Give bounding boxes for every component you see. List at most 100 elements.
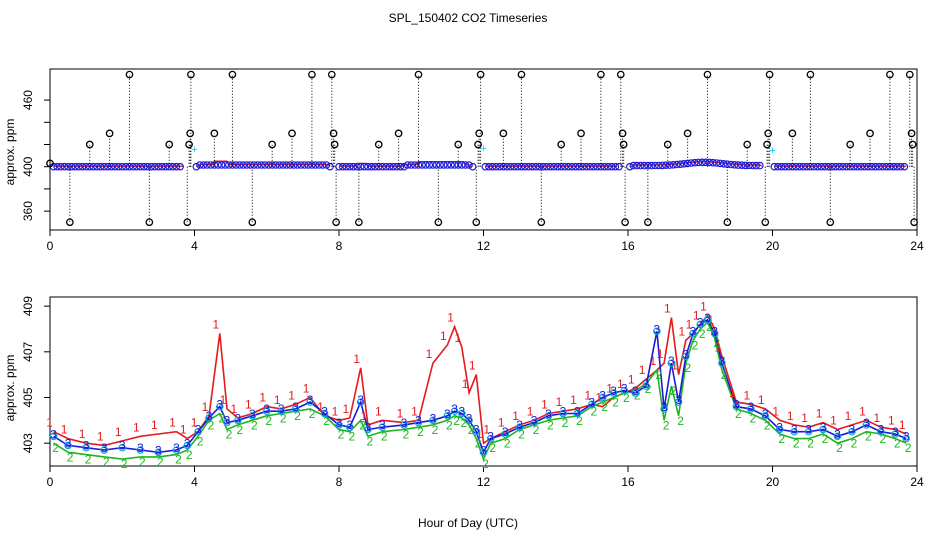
top-baseline-point xyxy=(875,162,883,171)
top-baseline-point xyxy=(382,162,390,171)
bottom-y-axis-label: approx. ppm xyxy=(3,355,17,422)
top-baseline-point xyxy=(349,162,358,171)
top-spike-point xyxy=(826,218,835,227)
top-baseline-point xyxy=(698,158,706,167)
bottom-series-3-circle xyxy=(833,432,842,441)
bottom-series-3-label: 3 xyxy=(224,414,231,428)
top-baseline-point xyxy=(727,160,735,169)
top-spike-point xyxy=(85,140,94,149)
top-baseline-point xyxy=(364,162,372,171)
bottom-series-3-circle xyxy=(248,411,257,420)
top-baseline-point xyxy=(871,162,880,171)
top-baseline-point xyxy=(853,162,862,171)
bottom-series-2-label: 2 xyxy=(367,434,374,448)
top-baseline-point xyxy=(654,161,663,170)
bottom-series-1-label: 1 xyxy=(46,416,53,430)
top-baseline-point xyxy=(425,161,434,169)
top-baseline-point xyxy=(300,161,309,169)
bottom-series-3-label: 3 xyxy=(599,388,606,402)
bottom-series-2-label: 2 xyxy=(699,327,706,341)
bottom-series-3-label: 3 xyxy=(473,423,480,437)
bottom-series-3-label: 3 xyxy=(307,393,314,407)
bottom-series-3-label: 3 xyxy=(690,325,697,339)
top-baseline-point xyxy=(716,159,724,168)
bottom-series-3-circle xyxy=(64,441,72,450)
chart-title: SPL_150402 CO2 Timeseries xyxy=(389,11,548,25)
top-baseline-point xyxy=(118,162,127,171)
top-baseline-point xyxy=(524,162,533,171)
bottom-series-1-label: 1 xyxy=(512,409,519,423)
bottom-series-3-label: 3 xyxy=(675,393,682,407)
top-baseline-point xyxy=(813,162,822,171)
bottom-series-3-label: 3 xyxy=(278,402,285,416)
bottom-series-2-label: 2 xyxy=(735,407,742,421)
top-baseline-point xyxy=(586,162,594,171)
top-baseline-point xyxy=(488,162,497,171)
top-baseline-point xyxy=(228,161,237,169)
bottom-series-1-label: 1 xyxy=(462,377,469,391)
top-x-tick-label: 0 xyxy=(47,239,54,253)
bottom-series-3-circle xyxy=(306,398,314,406)
top-baseline-point xyxy=(279,161,287,169)
bottom-series-3-circle xyxy=(653,327,661,336)
bottom-series-1-label: 1 xyxy=(375,404,382,418)
top-baseline-point xyxy=(443,161,452,169)
bottom-series-2-label: 2 xyxy=(417,425,424,439)
top-baseline-point xyxy=(461,161,470,169)
top-x-tick-label: 8 xyxy=(336,239,343,253)
top-baseline-point xyxy=(232,161,240,169)
bottom-series-3-label: 3 xyxy=(661,400,668,414)
top-baseline-point xyxy=(308,161,316,169)
top-cyan-marker: + xyxy=(191,144,197,156)
bottom-series-3-label: 3 xyxy=(137,441,144,455)
bottom-series-3-circle xyxy=(660,405,668,413)
bottom-series-3-label: 3 xyxy=(216,398,223,412)
bottom-series-2-label: 2 xyxy=(103,455,110,469)
top-baseline-point xyxy=(604,162,612,171)
bottom-series-1-label: 1 xyxy=(527,404,534,418)
top-baseline-point xyxy=(831,162,840,171)
top-baseline-point xyxy=(839,162,847,171)
top-baseline-point xyxy=(104,162,112,171)
top-spike-point xyxy=(537,218,546,227)
bottom-series-1-label: 1 xyxy=(97,429,104,443)
bottom-series-1-label: 1 xyxy=(151,418,158,432)
bottom-series-3-circle xyxy=(465,416,473,425)
top-spike-point xyxy=(248,218,257,227)
bottom-series-1-label: 1 xyxy=(758,393,765,407)
top-baseline-point xyxy=(542,162,551,171)
top-spike-point xyxy=(329,129,338,138)
top-baseline-point xyxy=(550,162,558,171)
bottom-series-2-label: 2 xyxy=(338,427,345,441)
top-panel: approx. ppm 0 4 8 12 16 20 24 360 400 460 + + + xyxy=(3,68,924,253)
top-baseline-point xyxy=(250,161,258,169)
bottom-series-2-label: 2 xyxy=(663,418,670,432)
top-baseline-point xyxy=(221,161,230,169)
bottom-series-3-circle xyxy=(588,400,596,409)
top-baseline-point xyxy=(719,160,728,168)
bottom-series-3-circle xyxy=(573,409,582,418)
top-baseline-point xyxy=(857,162,865,171)
top-baseline-point xyxy=(795,162,804,171)
top-spike-point xyxy=(616,70,625,79)
top-baseline-point xyxy=(93,162,101,171)
bottom-series-3-label: 3 xyxy=(516,418,523,432)
x-axis-label: Hour of Day (UTC) xyxy=(418,516,518,530)
bottom-series-3-circle xyxy=(891,430,900,438)
bottom-series-3-circle xyxy=(598,393,607,402)
bottom-y-tick-label: 403 xyxy=(21,433,35,453)
bottom-series-2-label: 2 xyxy=(226,427,233,441)
bottom-series-3-circle xyxy=(136,446,145,454)
bottom-series-3-label: 3 xyxy=(184,436,191,450)
bottom-series-3-circle xyxy=(356,398,365,406)
bottom-series-3-circle xyxy=(689,329,697,338)
bottom-series-1-label: 1 xyxy=(787,409,794,423)
bottom-series-1-label: 1 xyxy=(353,352,360,366)
bottom-series-3-circle xyxy=(544,411,553,420)
top-baseline-point xyxy=(253,161,262,169)
top-baseline-point xyxy=(756,161,764,170)
bottom-series-1-label: 1 xyxy=(585,388,592,402)
top-spike-point xyxy=(866,129,874,138)
bottom-series-2-label: 2 xyxy=(280,411,287,425)
